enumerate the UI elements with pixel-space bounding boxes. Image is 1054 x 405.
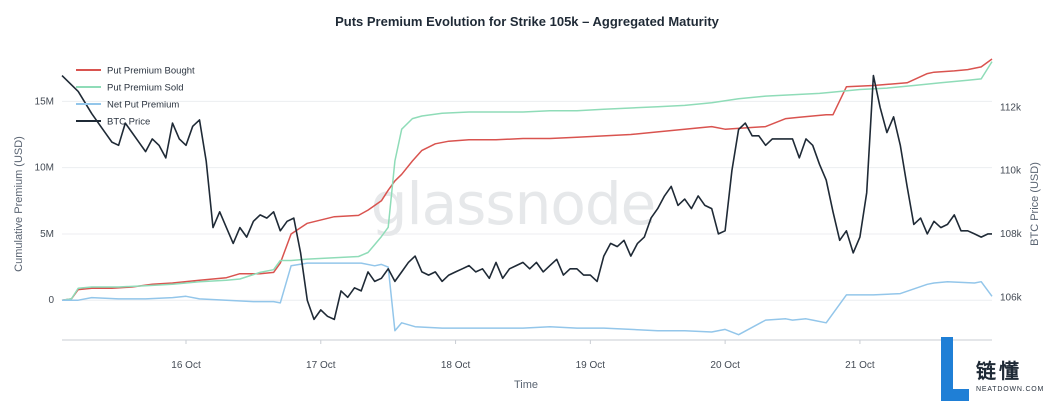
- legend-entry-label: BTC Price: [107, 117, 150, 128]
- series-line-put-premium-sold: [61, 61, 993, 301]
- x-tick-label: 20 Oct: [710, 360, 740, 371]
- x-tick-label: 17 Oct: [306, 360, 336, 371]
- series-line-put-premium-bought: [61, 58, 993, 301]
- legend-entry-label: Put Premium Sold: [107, 83, 184, 94]
- y-right-tick-label: 110k: [1000, 166, 1022, 177]
- y-left-tick-label: 0: [48, 295, 54, 306]
- x-tick-label: 21 Oct: [845, 360, 875, 371]
- series-lines: [61, 58, 993, 336]
- x-axis-label: Time: [514, 379, 538, 391]
- y-left-tick-label: 15M: [35, 96, 54, 107]
- series-line-btc-price: [61, 74, 992, 321]
- y-axis-left-label: Cumulative Premium (USD): [13, 136, 25, 272]
- series-line-net-put-premium: [62, 262, 993, 336]
- logo-domain-text: NEATDOWN.COM: [976, 386, 1044, 393]
- logo-mark-foot: [941, 389, 969, 401]
- grid-lines: [62, 100, 992, 301]
- legend-entry-label: Put Premium Bought: [107, 66, 195, 77]
- watermark-text: glassnode: [371, 170, 656, 238]
- legend: Put Premium Bought Put Premium Sold Net Pu…: [76, 66, 195, 128]
- y-left-tick-label: 10M: [35, 163, 54, 174]
- chart-title: Puts Premium Evolution for Strike 105k –…: [335, 14, 720, 29]
- y-right-tick-label: 108k: [1000, 229, 1023, 240]
- y-right-tick-label: 106k: [1000, 292, 1023, 303]
- logo-chinese-text: 链懂: [976, 359, 1022, 383]
- y-axis-right-label: BTC Price (USD): [1029, 162, 1041, 246]
- legend-entry-label: Net Put Premium: [107, 100, 179, 111]
- x-tick-label: 18 Oct: [441, 360, 471, 371]
- x-tick-label: 19 Oct: [576, 360, 606, 371]
- y-right-tick-label: 112k: [1000, 102, 1022, 113]
- y-left-tick-label: 5M: [40, 229, 54, 240]
- x-tick-label: 16 Oct: [171, 360, 201, 371]
- brand-logo: 链懂 NEATDOWN.COM: [941, 337, 1044, 401]
- logo-mark-bar: [941, 337, 953, 401]
- axes: 0 5M 10M 15M 106k 108k 110k 112k 16 Oct 17 Oct 18 …: [35, 96, 1023, 371]
